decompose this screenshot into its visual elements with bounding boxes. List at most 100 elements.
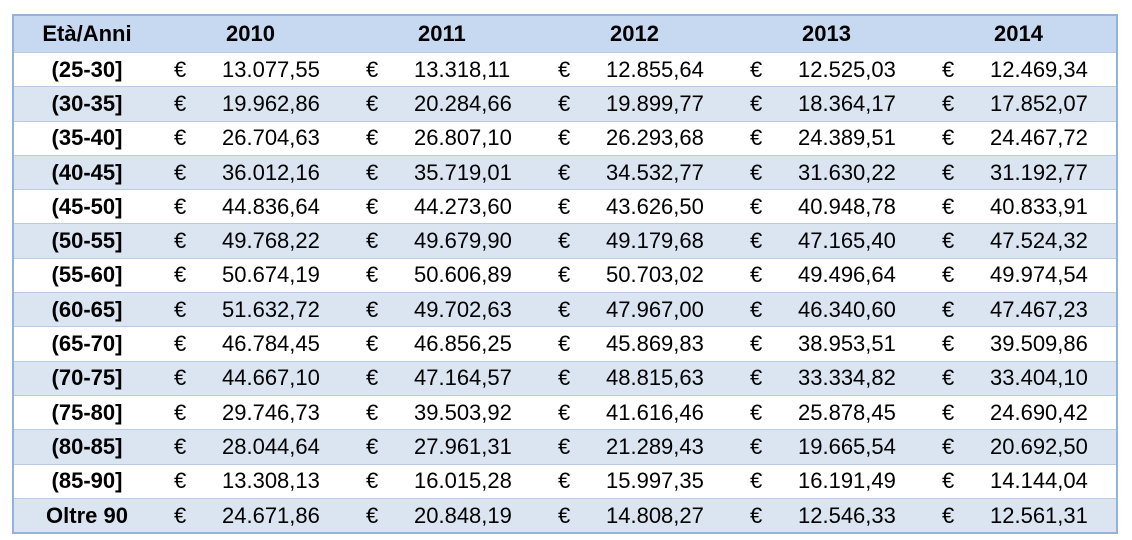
currency: € (750, 159, 763, 185)
header-cell: 2010 (226, 21, 275, 46)
table-row: (60-65] €51.632,72 €49.702,63 €47.967,00 €46… (14, 292, 1116, 327)
currency: € (942, 262, 955, 288)
currency: € (558, 502, 571, 528)
value: 21.289,43 (606, 433, 704, 459)
currency: € (366, 433, 379, 459)
header-cell: 2014 (994, 21, 1043, 46)
currency: € (174, 159, 187, 185)
currency: € (942, 228, 955, 254)
row-label: (50-55] (51, 228, 123, 254)
table-row: (50-55] €49.768,22 €49.679,90 €49.179,68 €47… (14, 223, 1116, 258)
table-row: (45-50] €44.836,64 €44.273,60 €43.626,50 €40… (14, 189, 1116, 223)
value: 13.318,11 (414, 56, 511, 82)
row-label: (35-40] (51, 125, 123, 151)
currency: € (750, 331, 763, 357)
currency: € (558, 296, 571, 322)
currency: € (750, 228, 763, 254)
value: 16.191,49 (798, 468, 896, 494)
value: 40.948,78 (798, 193, 896, 219)
value: 15.997,35 (606, 468, 704, 494)
header-cell: 2013 (802, 21, 851, 46)
value: 46.340,60 (798, 296, 896, 322)
value: 17.852,07 (990, 90, 1088, 116)
value: 47.467,23 (990, 296, 1088, 322)
value: 44.667,10 (222, 365, 320, 391)
currency: € (558, 433, 571, 459)
table-row: (80-85] €28.044,64 €27.961,31 €21.289,43 €19… (14, 429, 1116, 464)
currency: € (558, 228, 571, 254)
currency: € (366, 468, 379, 494)
value: 20.692,50 (990, 433, 1088, 459)
value: 14.808,27 (606, 502, 704, 528)
value: 36.012,16 (222, 159, 320, 185)
currency: € (558, 125, 571, 151)
currency: € (558, 365, 571, 391)
value: 31.630,22 (798, 159, 896, 185)
header-cell: 2012 (610, 21, 659, 46)
header-cell: 2011 (418, 21, 466, 46)
currency: € (942, 125, 955, 151)
currency: € (366, 159, 379, 185)
currency: € (366, 228, 379, 254)
currency: € (750, 193, 763, 219)
value: 16.015,28 (414, 468, 512, 494)
currency: € (174, 399, 187, 425)
row-label: Oltre 90 (46, 502, 128, 528)
table-row: (55-60] €50.674,19 €50.606,89 €50.703,02 €49… (14, 257, 1116, 292)
value: 12.546,33 (798, 502, 896, 528)
row-label: (55-60] (51, 262, 123, 288)
value: 39.509,86 (990, 331, 1088, 357)
currency: € (174, 262, 187, 288)
value: 24.467,72 (990, 125, 1088, 151)
value: 49.974,54 (990, 262, 1088, 288)
table-row: Oltre 90 €24.671,86 €20.848,19 €14.808,27 €1… (14, 497, 1116, 533)
value: 19.962,86 (222, 90, 320, 116)
currency: € (942, 193, 955, 219)
table-row: (70-75] €44.667,10 €47.164,57 €48.815,63 €33… (14, 360, 1116, 395)
currency: € (750, 296, 763, 322)
currency: € (942, 365, 955, 391)
currency: € (174, 193, 187, 219)
table-row: (85-90] €13.308,13 €16.015,28 €15.997,35 €16… (14, 463, 1116, 498)
currency: € (942, 399, 955, 425)
row-label: (25-30] (51, 56, 123, 82)
value: 47.164,57 (414, 365, 512, 391)
currency: € (558, 159, 571, 185)
currency: € (558, 262, 571, 288)
value: 48.815,63 (606, 365, 704, 391)
currency: € (174, 502, 187, 528)
currency: € (366, 90, 379, 116)
value: 33.404,10 (990, 365, 1088, 391)
value: 39.503,92 (414, 399, 512, 425)
currency: € (174, 228, 187, 254)
value: 41.616,46 (606, 399, 704, 425)
value: 49.702,63 (414, 296, 512, 322)
table-row: (30-35] €19.962,86 €20.284,66 €19.899,77 €18… (14, 86, 1116, 121)
value: 13.077,55 (222, 56, 320, 82)
value: 50.703,02 (606, 262, 704, 288)
value: 50.606,89 (414, 262, 512, 288)
value: 20.848,19 (414, 502, 512, 528)
currency: € (366, 56, 379, 82)
currency: € (750, 399, 763, 425)
currency: € (558, 331, 571, 357)
value: 46.784,45 (222, 331, 320, 357)
row-label: (70-75] (51, 365, 123, 391)
value: 12.855,64 (606, 56, 704, 82)
currency: € (942, 433, 955, 459)
currency: € (942, 296, 955, 322)
value: 47.967,00 (606, 296, 704, 322)
row-label: (40-45] (51, 159, 123, 185)
value: 14.144,04 (990, 468, 1088, 494)
value: 44.836,64 (222, 193, 320, 219)
currency: € (942, 90, 955, 116)
value: 31.192,77 (990, 159, 1088, 185)
currency: € (750, 433, 763, 459)
currency: € (750, 468, 763, 494)
value: 19.665,54 (798, 433, 896, 459)
currency: € (942, 56, 955, 82)
value: 49.679,90 (414, 228, 512, 254)
value: 34.532,77 (606, 159, 704, 185)
value: 24.389,51 (798, 125, 896, 151)
currency: € (750, 262, 763, 288)
